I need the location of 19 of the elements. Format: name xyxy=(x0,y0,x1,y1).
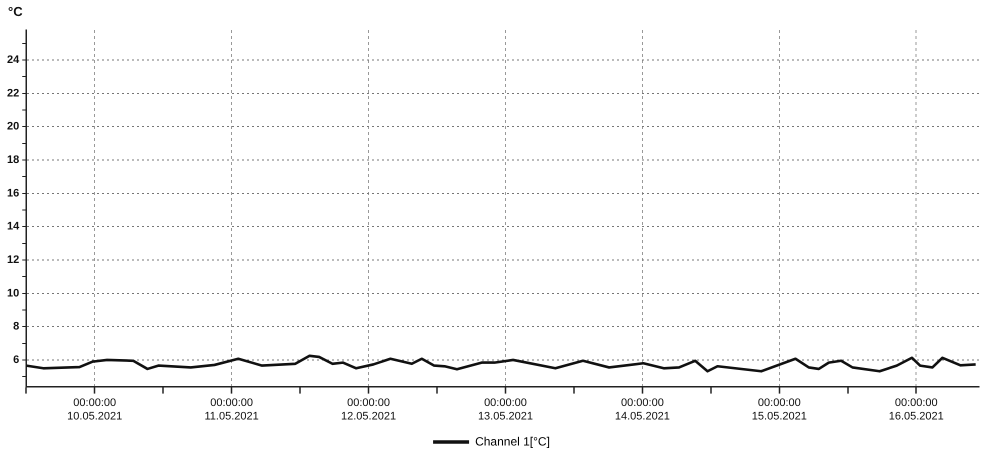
y-tick-label: 8 xyxy=(13,320,20,333)
y-tick-label: 6 xyxy=(13,354,20,366)
y-axis-title: °C xyxy=(8,4,24,20)
y-tick-label: 18 xyxy=(6,154,20,166)
x-tick-label: 00:00:00 12.05.2021 xyxy=(341,397,396,422)
x-tick-label: 00:00:00 10.05.2021 xyxy=(67,397,122,422)
y-tick-label: 22 xyxy=(6,87,20,100)
y-tick-label: 14 xyxy=(6,220,20,233)
y-tick-label: 10 xyxy=(6,287,20,300)
x-tick-label: 00:00:00 14.05.2021 xyxy=(614,397,670,422)
y-tick-label: 20 xyxy=(6,120,20,133)
x-tick-label: 00:00:00 13.05.2021 xyxy=(478,397,533,422)
x-tick-label: 00:00:00 16.05.2021 xyxy=(888,397,944,422)
y-tick-label: 16 xyxy=(6,187,20,200)
y-tick-label: 24 xyxy=(6,54,20,66)
x-tick-label: 00:00:00 11.05.2021 xyxy=(204,397,259,422)
legend-label: Channel 1[°C] xyxy=(475,434,550,448)
x-tick-label: 00:00:00 15.05.2021 xyxy=(752,397,807,422)
y-tick-label: 12 xyxy=(6,254,20,266)
